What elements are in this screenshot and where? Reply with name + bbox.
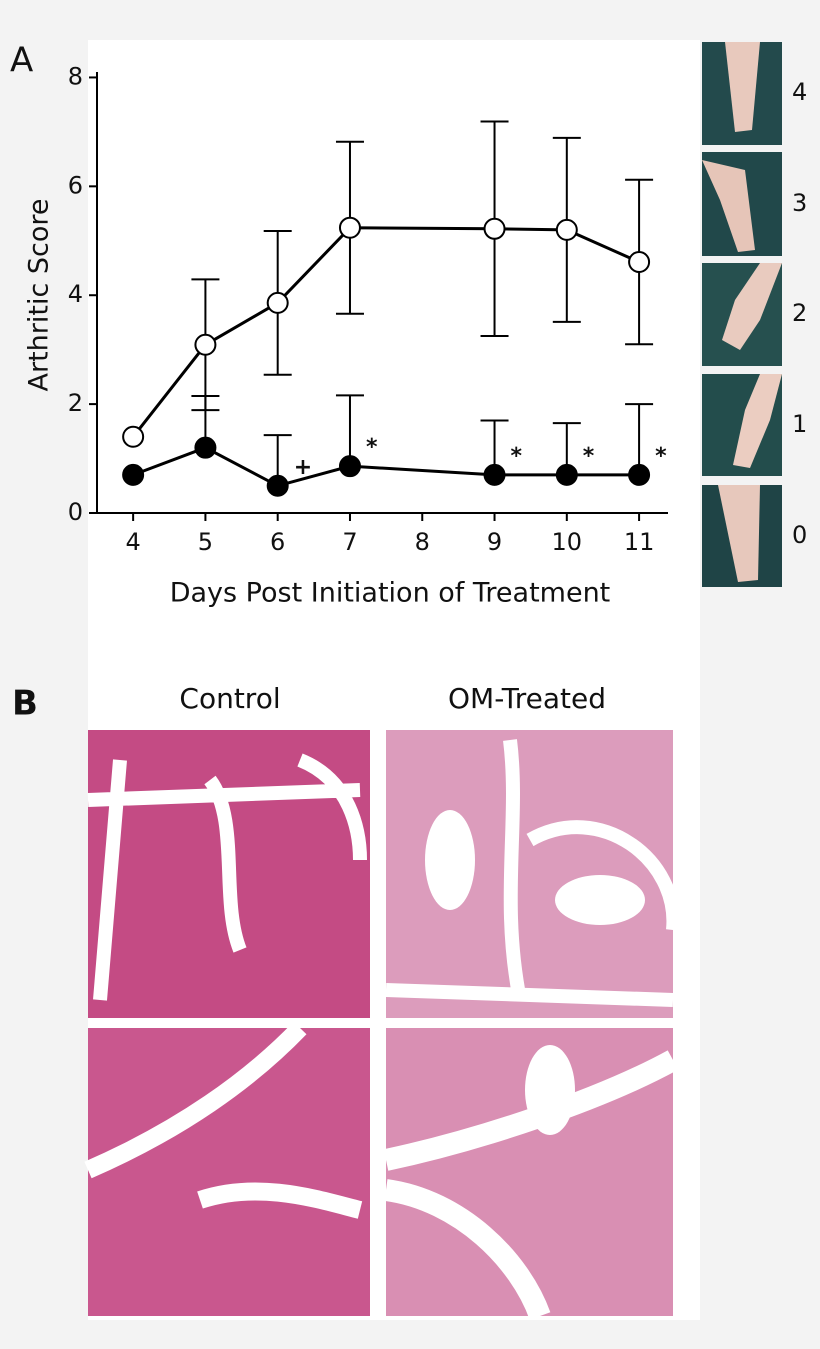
data-point (122, 463, 145, 486)
panel-label: A (10, 41, 33, 81)
y-tick-label: 2 (68, 389, 83, 417)
paw-score-label: 0 (792, 521, 807, 549)
y-tick-label: 8 (68, 62, 83, 90)
data-point (194, 333, 217, 356)
annotation: + (294, 455, 312, 480)
paw-photos (702, 42, 782, 587)
x-axis-label: Days Post Initiation of Treatment (170, 578, 611, 609)
y-axis-label: Arthritic Score (24, 198, 55, 391)
histology-header: OM-Treated (448, 682, 606, 715)
data-point (555, 463, 578, 486)
x-tick-label: 9 (487, 528, 502, 556)
histology-header: Control (179, 682, 280, 715)
y-tick-label: 0 (68, 498, 83, 526)
paw-score-label: 1 (792, 410, 807, 438)
annotation: * (583, 444, 595, 469)
panel-label: B (12, 684, 38, 724)
data-point (555, 218, 578, 241)
x-tick-label: 11 (624, 528, 655, 556)
annotation: * (511, 444, 523, 469)
data-point (483, 217, 506, 240)
annotation: * (655, 444, 667, 469)
paw-score-label: 3 (792, 189, 807, 217)
data-point (122, 425, 145, 448)
data-point (338, 216, 361, 239)
data-point (266, 474, 289, 497)
histology-images (84, 730, 681, 1320)
data-point (628, 251, 651, 274)
x-tick-label: 4 (125, 528, 140, 556)
x-tick-label: 10 (552, 528, 583, 556)
paw-score-label: 4 (792, 78, 807, 106)
y-tick-label: 6 (68, 171, 83, 199)
x-tick-label: 6 (270, 528, 285, 556)
x-tick-label: 7 (342, 528, 357, 556)
y-tick-label: 4 (68, 280, 83, 308)
data-point (266, 291, 289, 314)
annotation: * (366, 435, 378, 460)
paw-score-label: 2 (792, 299, 807, 327)
data-point (194, 436, 217, 459)
data-point (338, 455, 361, 478)
x-tick-label: 8 (415, 528, 430, 556)
data-point (483, 463, 506, 486)
x-tick-label: 5 (198, 528, 213, 556)
data-point (628, 463, 651, 486)
